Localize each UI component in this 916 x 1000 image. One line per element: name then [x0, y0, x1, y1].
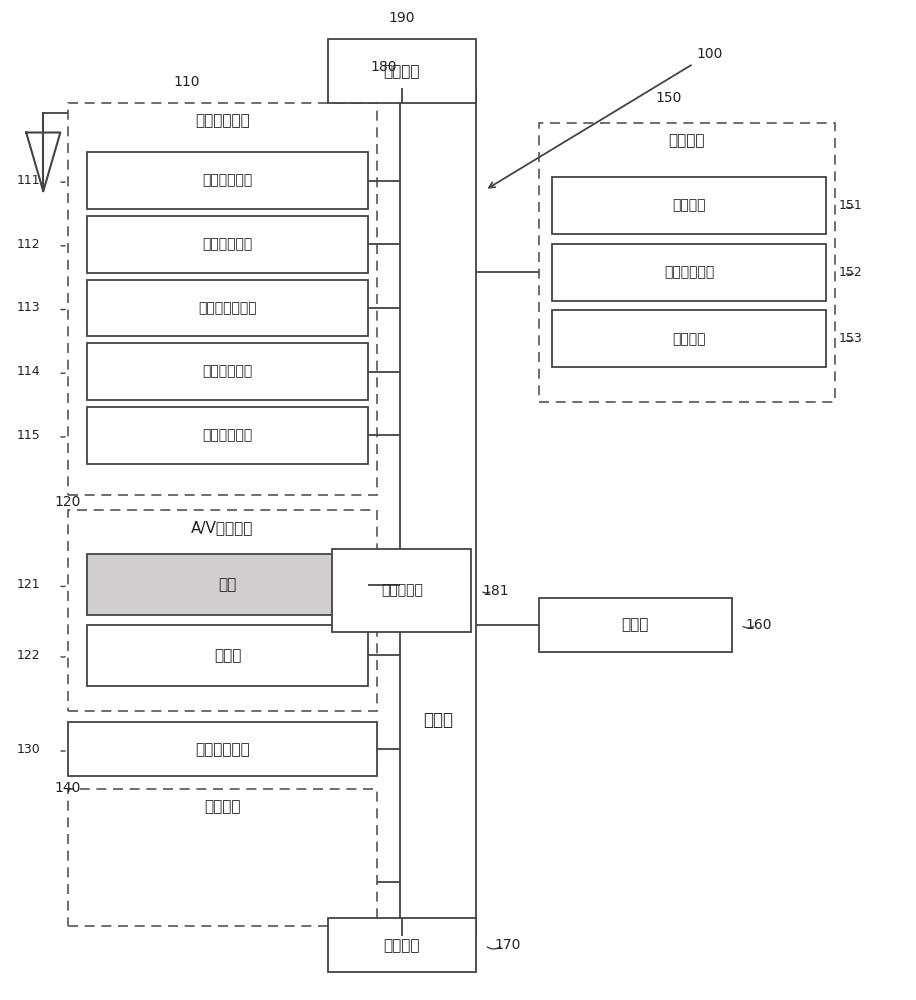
Text: 100: 100 — [489, 47, 723, 188]
Bar — [68, 789, 377, 926]
Text: 麦克风: 麦克风 — [214, 648, 242, 663]
Text: 111: 111 — [17, 174, 40, 187]
Bar — [68, 103, 377, 495]
Bar — [87, 554, 368, 615]
Text: 150: 150 — [656, 91, 682, 105]
Text: 短程通信模块: 短程通信模块 — [202, 365, 253, 379]
Bar — [68, 510, 377, 711]
Text: A/V输入单元: A/V输入单元 — [191, 520, 254, 535]
Text: 160: 160 — [746, 618, 772, 632]
Text: 无线互联网模块: 无线互联网模块 — [199, 301, 257, 315]
Text: 无线通信单元: 无线通信单元 — [195, 113, 250, 128]
Text: 114: 114 — [17, 365, 40, 378]
Text: 153: 153 — [838, 332, 862, 345]
Text: 移动通信模块: 移动通信模块 — [202, 237, 253, 251]
Text: 显示单元: 显示单元 — [672, 199, 706, 213]
Text: 121: 121 — [17, 578, 40, 591]
Bar — [68, 722, 377, 776]
Bar — [87, 216, 368, 273]
Text: 140: 140 — [54, 781, 81, 795]
Text: 控制器: 控制器 — [423, 712, 453, 730]
Text: 120: 120 — [54, 495, 81, 509]
Text: 190: 190 — [388, 11, 415, 25]
Text: 电源单元: 电源单元 — [384, 64, 420, 79]
Text: 照相: 照相 — [219, 577, 237, 592]
Bar — [539, 123, 835, 402]
Text: 112: 112 — [17, 238, 40, 251]
Text: 151: 151 — [838, 199, 862, 212]
Text: 警报单元: 警报单元 — [672, 332, 706, 346]
Bar — [333, 549, 472, 632]
Text: 115: 115 — [16, 429, 40, 442]
Text: 接口单元: 接口单元 — [384, 938, 420, 953]
Bar — [552, 177, 826, 234]
Bar — [87, 152, 368, 209]
Text: 130: 130 — [16, 743, 40, 756]
Bar — [399, 88, 476, 936]
Text: 113: 113 — [17, 301, 40, 314]
Text: 位置信息模块: 位置信息模块 — [202, 428, 253, 442]
Bar — [87, 279, 368, 336]
Text: 广播接收模块: 广播接收模块 — [202, 174, 253, 188]
Text: 181: 181 — [483, 584, 509, 598]
Text: 音频输出模块: 音频输出模块 — [664, 265, 714, 279]
Bar — [87, 343, 368, 400]
Text: 用户输入单元: 用户输入单元 — [195, 742, 250, 757]
Bar — [87, 407, 368, 464]
Bar — [552, 244, 826, 301]
Text: 110: 110 — [173, 75, 200, 89]
Text: 存储器: 存储器 — [622, 617, 649, 632]
Text: 输出单元: 输出单元 — [669, 133, 705, 148]
Bar — [328, 918, 476, 972]
Text: 多媒体模块: 多媒体模块 — [381, 584, 423, 598]
Bar — [328, 39, 476, 103]
Bar — [539, 598, 732, 652]
Text: 180: 180 — [370, 60, 397, 74]
Text: 122: 122 — [17, 649, 40, 662]
Text: 170: 170 — [495, 938, 520, 952]
Text: 感测单元: 感测单元 — [204, 799, 241, 814]
Text: 152: 152 — [838, 266, 862, 279]
Bar — [87, 625, 368, 686]
Bar — [552, 310, 826, 367]
